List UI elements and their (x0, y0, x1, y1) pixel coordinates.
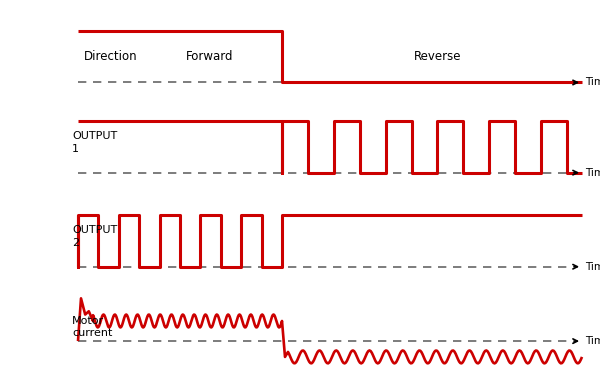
Text: Forward: Forward (186, 50, 234, 63)
Text: Direction: Direction (84, 50, 137, 63)
Text: Time: Time (585, 168, 600, 178)
Text: OUTPUT
2: OUTPUT 2 (72, 225, 117, 248)
Text: Time: Time (585, 336, 600, 346)
Text: OUTPUT
1: OUTPUT 1 (72, 131, 117, 154)
Text: Time: Time (585, 262, 600, 272)
Text: Reverse: Reverse (414, 50, 462, 63)
Text: Motor
current: Motor current (72, 316, 112, 338)
Text: Time: Time (585, 78, 600, 87)
